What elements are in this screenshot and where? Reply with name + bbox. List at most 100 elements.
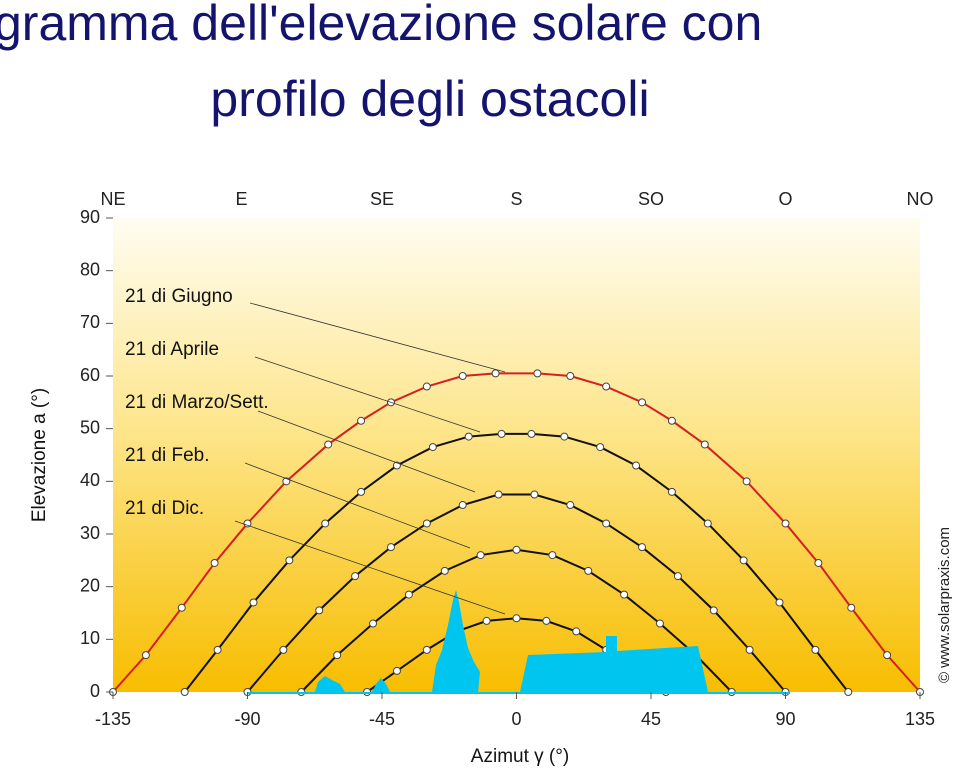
sun-point xyxy=(533,369,542,378)
sun-point xyxy=(847,603,856,612)
sun-point xyxy=(527,429,536,438)
sun-point xyxy=(404,590,413,599)
series-label: 21 di Giugno xyxy=(125,286,233,307)
y-tick-label: 60 xyxy=(80,365,100,385)
y-tick-label: 10 xyxy=(80,628,100,648)
sun-point xyxy=(422,382,431,391)
y-tick-label: 80 xyxy=(80,259,100,279)
sun-point xyxy=(745,645,754,654)
sun-point xyxy=(321,519,330,528)
sun-point xyxy=(458,372,467,380)
compass-label: SO xyxy=(638,189,664,209)
sun-point xyxy=(315,606,324,615)
compass-label: NO xyxy=(907,189,934,209)
sun-point xyxy=(781,519,790,528)
sun-point xyxy=(709,606,718,615)
sun-point xyxy=(572,627,581,636)
title-line: gramma dell'elevazione solare con xyxy=(0,0,762,51)
sun-point xyxy=(566,501,575,510)
compass-label: E xyxy=(236,189,248,209)
sun-point xyxy=(428,443,437,452)
sun-point xyxy=(560,432,569,441)
sun-point xyxy=(213,645,222,654)
sun-point xyxy=(464,432,473,441)
plot-area xyxy=(113,218,920,692)
x-tick-label: -45 xyxy=(369,709,395,729)
y-tick-label: 50 xyxy=(80,417,100,437)
title-line: profilo degli ostacoli xyxy=(210,71,649,127)
sun-point xyxy=(667,487,676,496)
sun-point xyxy=(333,651,342,660)
compass-label: O xyxy=(778,189,792,209)
series-label: 21 di Feb. xyxy=(125,445,210,466)
leader-lines xyxy=(234,302,506,615)
y-tick-label: 0 xyxy=(90,681,100,701)
sun-point xyxy=(742,477,751,486)
sun-path xyxy=(246,493,787,693)
sun-point xyxy=(497,429,506,438)
obstacle-profile xyxy=(248,590,790,694)
sun-point xyxy=(458,501,467,510)
sun-point xyxy=(476,551,485,560)
sun-point xyxy=(386,543,395,552)
sun-point xyxy=(700,440,709,449)
sun-point xyxy=(285,556,294,565)
sun-point xyxy=(422,645,431,654)
sun-point xyxy=(482,616,491,625)
sun-point xyxy=(530,490,539,499)
sun-point xyxy=(512,614,521,623)
x-tick-label: 45 xyxy=(641,709,661,729)
sun-point xyxy=(638,543,647,552)
compass-label: S xyxy=(510,189,522,209)
sun-point xyxy=(324,440,333,449)
compass-label: SE xyxy=(370,189,394,209)
sun-point xyxy=(542,616,551,625)
sun-path xyxy=(183,432,850,693)
sun-point xyxy=(357,416,366,425)
sun-point xyxy=(491,369,500,378)
sun-point xyxy=(392,666,401,675)
sun-point xyxy=(584,566,593,575)
x-tick-label: 90 xyxy=(775,709,795,729)
sun-point xyxy=(844,688,853,696)
sun-point xyxy=(739,556,748,565)
sun-point xyxy=(512,545,521,554)
sun-point xyxy=(494,490,503,499)
sun-point xyxy=(357,487,366,496)
sun-point xyxy=(638,398,647,407)
y-tick-label: 30 xyxy=(80,523,100,543)
y-axis-label: Elevazione a (°) xyxy=(29,388,50,522)
x-tick-label: -90 xyxy=(234,709,260,729)
sun-point xyxy=(602,519,611,528)
y-tick-label: 90 xyxy=(80,207,100,227)
sun-point xyxy=(440,566,449,575)
sun-point xyxy=(243,519,252,528)
sun-point xyxy=(620,590,629,599)
y-tick-label: 40 xyxy=(80,470,100,490)
sun-point xyxy=(566,372,575,380)
credit: © www.solarpraxis.com xyxy=(936,527,953,683)
x-tick-label: -135 xyxy=(95,709,131,729)
compass-label: NE xyxy=(100,189,125,209)
sun-point xyxy=(632,461,641,470)
sun-point xyxy=(811,645,820,654)
sun-point xyxy=(602,382,611,391)
sun-point xyxy=(775,598,784,607)
sun-point xyxy=(249,598,258,607)
series-label: 21 di Dic. xyxy=(125,498,204,519)
sun-point xyxy=(883,651,892,660)
y-tick-label: 20 xyxy=(80,575,100,595)
sun-point xyxy=(180,688,189,696)
sun-point xyxy=(814,558,823,567)
sun-point xyxy=(351,572,360,581)
sun-path xyxy=(112,372,921,693)
series-label: 21 di Aprile xyxy=(125,339,219,360)
sun-point xyxy=(667,416,676,425)
sun-point xyxy=(596,443,605,452)
sun-point xyxy=(673,572,682,581)
x-tick-label: 0 xyxy=(511,709,521,729)
series-label: 21 di Marzo/Sett. xyxy=(125,392,269,413)
sun-point xyxy=(369,619,378,628)
sun-point xyxy=(177,603,186,612)
